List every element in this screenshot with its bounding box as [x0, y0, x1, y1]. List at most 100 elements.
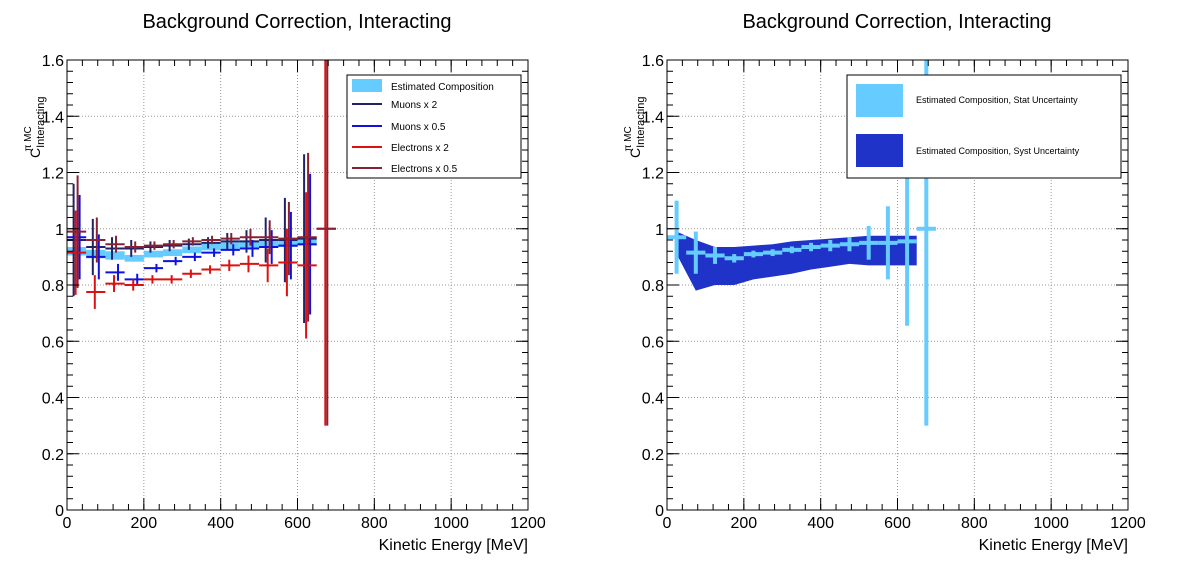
- left-series-0-bar: [201, 243, 221, 251]
- right-x-tick-label: 800: [961, 515, 988, 532]
- right-y-label-sub: Interacting: [635, 97, 647, 148]
- left-y-label-sup: π MC: [23, 126, 34, 151]
- right-series-0-point: [782, 246, 802, 254]
- left-legend-label-electrons-x2: Electrons x 2: [391, 143, 449, 154]
- right-series-0-point: [801, 242, 821, 252]
- right-series-0-point: [859, 225, 879, 260]
- right-y-label-sup: π MC: [623, 126, 634, 151]
- left-series-3-point: [143, 275, 164, 284]
- right-syst-band: [676, 231, 917, 291]
- left-series-4-point: [86, 217, 106, 263]
- right-series-0-point: [724, 254, 744, 263]
- left-panel: Background Correction, Interacting 0 200 4…: [23, 11, 546, 554]
- left-series-4-point: [220, 232, 240, 245]
- left-y-label-base: C: [27, 148, 43, 158]
- left-legend: Estimated Composition Muons x 2 Muons x …: [346, 74, 522, 179]
- right-series-0-point: [686, 231, 706, 274]
- right-x-tick-label: 1200: [1110, 515, 1146, 532]
- left-series-2-point: [143, 263, 164, 273]
- right-series-0-point: [820, 240, 840, 252]
- right-series-0-point: [705, 247, 725, 264]
- left-series-0-point: [105, 251, 125, 260]
- left-series-4-point: [316, 60, 336, 426]
- left-series-4-point: [182, 237, 202, 246]
- right-panel: Background Correction, Interacting 0 200 4…: [623, 11, 1146, 554]
- left-y-tick-label: 0.2: [42, 447, 64, 464]
- left-series-0-bar: [105, 251, 125, 260]
- left-y-tick-label: 1.2: [42, 166, 64, 183]
- right-y-tick-label: 0.8: [642, 278, 664, 295]
- left-x-tick-label: 800: [361, 515, 388, 532]
- left-series-3-point: [259, 248, 279, 283]
- right-y-tick-label: 1.6: [642, 53, 664, 70]
- left-legend-label-muons-x2: Muons x 2: [391, 100, 438, 111]
- left-y-tick-label: 1.4: [42, 109, 64, 126]
- left-y-tick-label: 1.6: [42, 53, 64, 70]
- left-series-3-point: [182, 269, 202, 278]
- left-series-3-point: [220, 259, 240, 271]
- right-x-tick-label: 600: [884, 515, 911, 532]
- left-x-tick-label: 600: [284, 515, 311, 532]
- right-ticks: 0 200 400 600 800 1000 1200 0 0.2 0.4 0.6 0.8 1 1.2 1.…: [642, 53, 1146, 532]
- right-y-label-base: C: [627, 148, 643, 158]
- left-x-axis-label: Kinetic Energy [MeV]: [379, 537, 528, 554]
- left-series-2-point: [220, 244, 240, 256]
- left-series-0-point: [201, 243, 221, 251]
- left-series-4-point: [67, 175, 87, 288]
- left-legend-swatch-estimated: [352, 79, 382, 92]
- left-series-4-point: [259, 220, 279, 255]
- left-y-tick-label: 0.8: [42, 278, 64, 295]
- right-x-tick-label: 0: [663, 515, 672, 532]
- right-series-0-point: [878, 206, 898, 280]
- right-band-layer: [676, 231, 917, 291]
- left-series-4-point: [297, 152, 317, 322]
- left-series-2-point: [105, 263, 125, 281]
- left-y-tick-label: 0.4: [42, 391, 64, 408]
- right-x-tick-label: 200: [730, 515, 757, 532]
- left-legend-label-estimated: Estimated Composition: [391, 82, 494, 93]
- left-series-0-point: [124, 254, 144, 262]
- right-x-tick-label: 1000: [1033, 515, 1069, 532]
- left-series-4-point: [163, 240, 183, 249]
- left-y-tick-label: 1: [55, 222, 64, 239]
- right-y-tick-label: 0.4: [642, 391, 664, 408]
- right-x-tick-label: 400: [807, 515, 834, 532]
- left-series-0-bar: [124, 254, 144, 262]
- left-x-tick-label: 1000: [433, 515, 469, 532]
- right-y-tick-label: 0.6: [642, 334, 664, 351]
- left-series-0-bar: [220, 242, 240, 249]
- right-y-tick-label: 0.2: [642, 447, 664, 464]
- left-series-0-bar: [182, 246, 202, 254]
- left-legend-label-muons-x05: Muons x 0.5: [391, 122, 446, 133]
- left-x-tick-label: 400: [207, 515, 234, 532]
- left-series-4-point: [143, 241, 164, 250]
- left-series-3-point: [201, 265, 221, 274]
- left-panel-title: Background Correction, Interacting: [142, 11, 451, 33]
- left-series-4-point: [105, 235, 125, 253]
- right-series-0-point: [743, 250, 764, 258]
- left-series-4-point: [278, 202, 298, 276]
- right-panel-title: Background Correction, Interacting: [742, 11, 1051, 33]
- left-series-3-point: [86, 275, 106, 309]
- left-series-1-point: [105, 237, 125, 260]
- left-series-3-point: [239, 255, 260, 273]
- left-series-0-point: [182, 246, 202, 254]
- left-series-3-point: [163, 275, 183, 284]
- left-series-2-point: [163, 256, 183, 266]
- right-series-0-point: [763, 249, 783, 257]
- right-x-axis-label: Kinetic Energy [MeV]: [979, 537, 1128, 554]
- left-y-axis-label: CInteractingπ MC: [23, 97, 47, 159]
- left-series-2-point: [182, 252, 202, 262]
- left-series-3-point: [278, 228, 298, 297]
- right-legend-label-syst: Estimated Composition, Syst Uncertainty: [916, 146, 1080, 156]
- left-series-4-point: [124, 241, 144, 253]
- right-series-0-point: [897, 157, 917, 326]
- right-y-tick-label: 1: [655, 222, 664, 239]
- left-series-0-bar: [163, 249, 183, 257]
- left-x-tick-label: 1200: [510, 515, 546, 532]
- left-series-3-point: [124, 279, 144, 291]
- right-y-tick-label: 1.4: [642, 109, 664, 126]
- left-series-4-point: [239, 228, 260, 246]
- left-marks: [67, 60, 336, 426]
- left-y-tick-label: 0: [55, 503, 64, 520]
